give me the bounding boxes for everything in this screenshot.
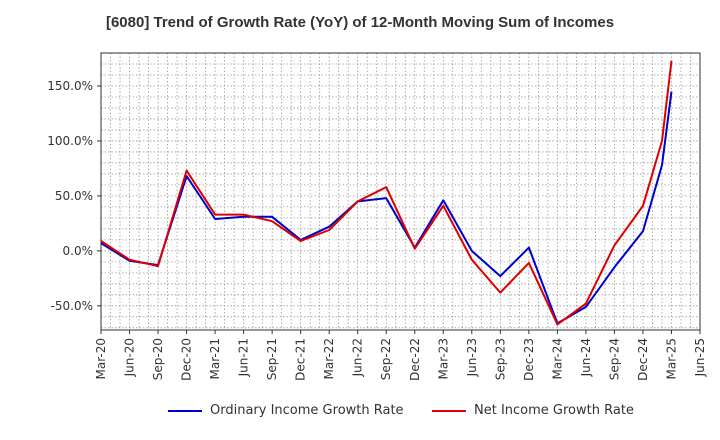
x-tick-label: Jun-22 [351, 338, 365, 377]
x-tick-label: Sep-24 [607, 338, 621, 380]
x-tick-label: Sep-20 [151, 338, 165, 380]
x-tick-label: Mar-25 [664, 338, 678, 379]
y-tick-label: 0.0% [63, 244, 94, 258]
x-tick-label: Mar-23 [436, 338, 450, 379]
x-tick-label: Dec-24 [636, 338, 650, 381]
x-tick-label: Jun-20 [123, 338, 137, 377]
y-tick-label: 100.0% [47, 134, 93, 148]
plot-frame [100, 52, 701, 331]
x-tick-label: Dec-21 [294, 338, 308, 381]
tick-label-layer: -50.0% 0.0% 50.0% 100.0% 150.0% Mar-20 Jun-20 S… [47, 79, 707, 381]
series-layer [100, 60, 673, 326]
legend: Ordinary Income Growth Rate Net Income G… [0, 403, 720, 425]
x-tick-label: Jun-24 [579, 338, 593, 377]
x-tick-label: Dec-20 [180, 338, 194, 381]
grid-layer [100, 52, 701, 330]
legend-swatch-net [432, 409, 466, 412]
x-tick-label: Jun-21 [237, 338, 251, 377]
y-tick-label: 150.0% [47, 79, 93, 93]
chart-title: [6080] Trend of Growth Rate (YoY) of 12-… [105, 14, 615, 31]
x-tick-label: Dec-22 [408, 338, 422, 381]
y-tick-label: -50.0% [51, 299, 93, 313]
x-tick-label: Sep-23 [493, 338, 507, 380]
axis-layer [97, 52, 701, 334]
x-tick-label: Jun-23 [465, 338, 479, 377]
series-line-ordinary-income [100, 91, 673, 325]
series-line-net-income [100, 60, 673, 326]
legend-item-ordinary: Ordinary Income Growth Rate [168, 403, 404, 418]
legend-swatch-ordinary [168, 409, 202, 412]
x-tick-label: Dec-23 [522, 338, 536, 381]
x-tick-label: Sep-22 [379, 338, 393, 380]
x-tick-label: Sep-21 [265, 338, 279, 380]
x-tick-label: Mar-20 [94, 338, 108, 379]
x-tick-label: Mar-24 [550, 338, 564, 379]
legend-label-ordinary: Ordinary Income Growth Rate [210, 403, 404, 418]
x-tick-label: Mar-22 [322, 338, 336, 379]
legend-item-net: Net Income Growth Rate [432, 403, 634, 418]
y-tick-label: 50.0% [55, 189, 93, 203]
x-tick-label: Jun-25 [693, 338, 707, 377]
x-tick-label: Mar-21 [208, 338, 222, 379]
legend-label-net: Net Income Growth Rate [474, 403, 634, 418]
